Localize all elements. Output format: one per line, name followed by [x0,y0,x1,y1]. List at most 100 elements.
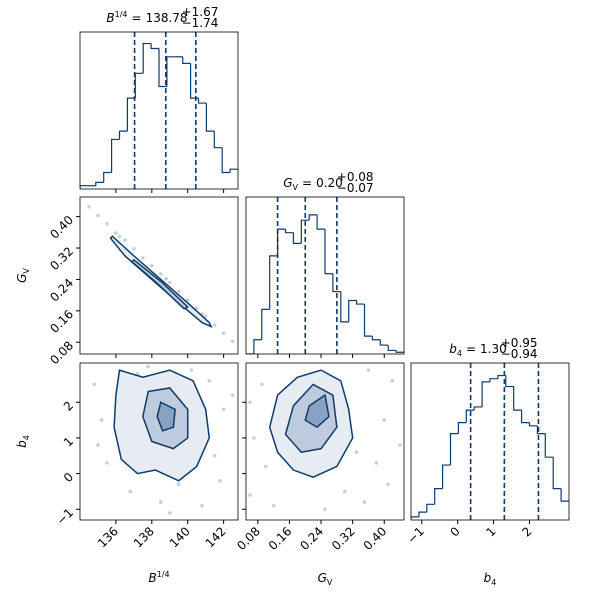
histogram-step [284,229,294,234]
sample-point [194,306,199,310]
sample-point [87,205,91,209]
histogram-step [182,56,191,64]
histogram-step [158,48,167,88]
sample-point [200,503,204,508]
sample-point [354,450,359,455]
histogram-step [379,339,389,346]
sample-point [146,364,151,369]
label-sub: V [293,183,299,192]
title-lower: −0.94 [501,347,538,361]
panel-frame [245,362,405,521]
y-tick-label: 0.32 [47,244,76,273]
histogram-step [316,214,325,230]
histogram-step [521,410,530,424]
contour [304,393,330,429]
title-upper: +0.08 [337,170,374,184]
histogram-step [505,375,514,388]
label-symbol: b [484,571,492,585]
sample-point [342,489,347,494]
histogram-step [411,516,419,520]
sample-point [96,443,100,447]
y-tick-label: 0 [61,470,76,485]
label-sub: 4 [491,578,496,587]
x-tick-label: −1 [404,524,426,546]
panel-title: GV = 0.20 [283,176,343,192]
sample-point [230,393,235,397]
sample-point [362,500,367,504]
histogram-step [371,336,381,341]
x-tick-label: 2 [519,524,534,539]
histogram-step [426,503,435,513]
histogram-step [387,345,397,352]
x-tick-label: 1 [483,524,498,539]
sample-point [189,368,194,372]
y-axis-label: GV [15,268,31,283]
histogram-step [324,229,333,275]
y-tick-label: 0.40 [47,213,76,242]
x-tick-label: 136 [95,524,121,550]
sample-point [150,263,154,268]
title-relation: = [466,342,476,356]
x-tick-label: 0.32 [329,524,358,553]
histogram-step [142,42,152,74]
label-sub: V [327,578,333,587]
title-upper: +1.67 [182,5,219,19]
sample-point [248,493,252,497]
sample-point [158,500,163,504]
sample-point [382,418,387,422]
label-symbol: b [15,440,29,448]
sample-point [203,314,208,319]
sample-point [212,323,217,327]
histogram-step [395,350,404,353]
sample-point [164,276,168,281]
histogram-step [197,98,207,104]
sample-point [114,231,118,235]
y-tick-label: 0.08 [47,338,76,367]
x-tick-label: 0.16 [266,524,295,553]
contour [130,258,189,310]
sample-point [248,400,252,405]
x-tick-label: 0.24 [297,524,326,553]
histogram-step [190,63,199,99]
histogram-step [348,299,357,322]
sample-point [221,407,226,412]
sample-point [260,382,264,387]
sample-point [212,453,217,458]
contour [156,401,176,432]
sample-point [141,256,145,260]
histogram-step [300,219,310,244]
y-tick-label: 1 [61,434,76,449]
panel-title: B1/4 = 138.78 [106,10,187,25]
sample-point [386,482,391,487]
sample-point [398,443,402,447]
panel-frame [410,362,570,521]
histogram-step [465,409,475,423]
label-symbol: G [15,274,29,283]
histogram-step [261,308,270,340]
histogram-step [442,464,451,489]
sample-point [271,503,276,508]
x-tick-label: 0.40 [361,524,390,553]
sample-point [252,436,256,440]
histogram-step [363,304,373,337]
histogram-step [489,378,498,382]
y-tick-label: 2 [61,398,76,413]
label-sub: 4 [457,349,462,358]
histogram-step [332,273,341,293]
title-value: 1.30 [480,342,507,356]
x-axis-label: b4 [484,571,497,587]
y-tick-label: 0.24 [47,276,76,305]
sample-point [176,482,181,487]
sample-point [218,478,222,483]
sample-point [167,511,172,515]
label-symbol: G [283,176,292,190]
histogram-step [536,425,546,435]
histogram-step [418,511,427,517]
x-tick-label: 140 [167,524,193,550]
sample-point [99,418,104,422]
histogram-step [118,130,128,140]
histogram-step [513,386,522,411]
histogram-step [560,488,569,502]
sample-point [230,339,235,344]
sample-point [158,272,163,276]
